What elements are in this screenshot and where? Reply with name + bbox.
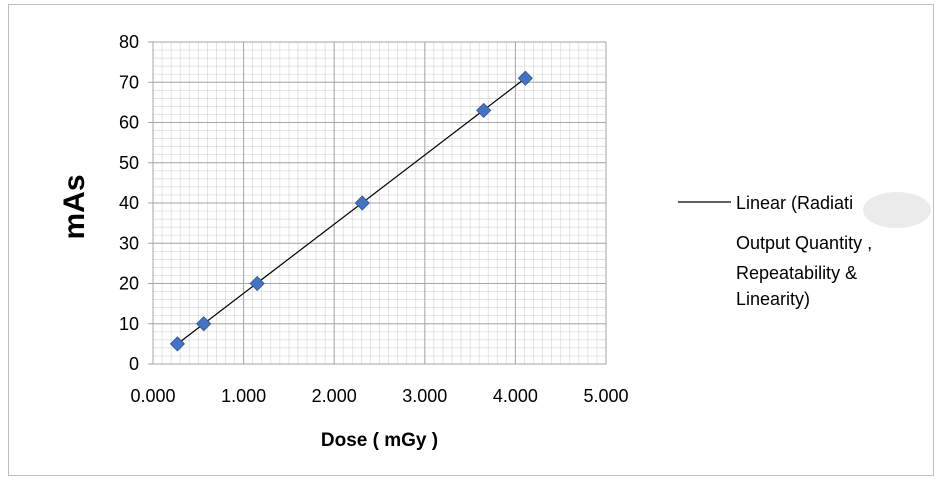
data-point-diamond xyxy=(517,70,533,86)
data-point-diamond xyxy=(354,195,370,211)
legend-redaction-blob xyxy=(863,192,931,228)
data-point-diamond xyxy=(249,275,265,292)
y-axis-label: mAs xyxy=(58,174,91,239)
y-axis-ticks: 0 10 20 30 40 50 60 70 80 xyxy=(119,32,153,374)
y-tick-label: 10 xyxy=(119,314,139,334)
y-tick-label: 40 xyxy=(119,193,139,213)
y-tick-label: 30 xyxy=(119,233,139,253)
linear-trendline xyxy=(177,77,526,345)
data-point-diamond xyxy=(196,316,212,332)
x-tick-label: 3.000 xyxy=(402,386,447,406)
data-point-diamond xyxy=(476,102,492,118)
legend: Linear (Radiati Output Quantity , Repeat… xyxy=(678,192,931,309)
data-points xyxy=(169,70,533,352)
y-tick-label: 70 xyxy=(119,72,139,92)
legend-label-line-4: Linearity) xyxy=(736,289,810,309)
x-tick-label: 5.000 xyxy=(583,386,628,406)
x-axis-label: Dose ( mGy ) xyxy=(321,430,438,451)
legend-label-line-2: Output Quantity , xyxy=(736,233,872,253)
data-point-diamond xyxy=(169,336,186,352)
x-tick-label: 4.000 xyxy=(493,386,538,406)
y-tick-label: 80 xyxy=(119,32,139,52)
x-tick-label: 2.000 xyxy=(312,386,357,406)
y-tick-label: 60 xyxy=(119,113,139,133)
y-tick-label: 20 xyxy=(119,274,139,294)
x-tick-label: 0.000 xyxy=(130,386,175,406)
y-tick-label: 0 xyxy=(129,354,139,374)
x-tick-label: 1.000 xyxy=(221,386,266,406)
y-tick-label: 50 xyxy=(119,153,139,173)
legend-label-line-3: Repeatability & xyxy=(736,263,857,283)
legend-label-line-1: Linear (Radiati xyxy=(736,193,853,213)
x-axis-ticks: 0.000 1.000 2.000 3.000 4.000 5.000 xyxy=(130,386,628,406)
